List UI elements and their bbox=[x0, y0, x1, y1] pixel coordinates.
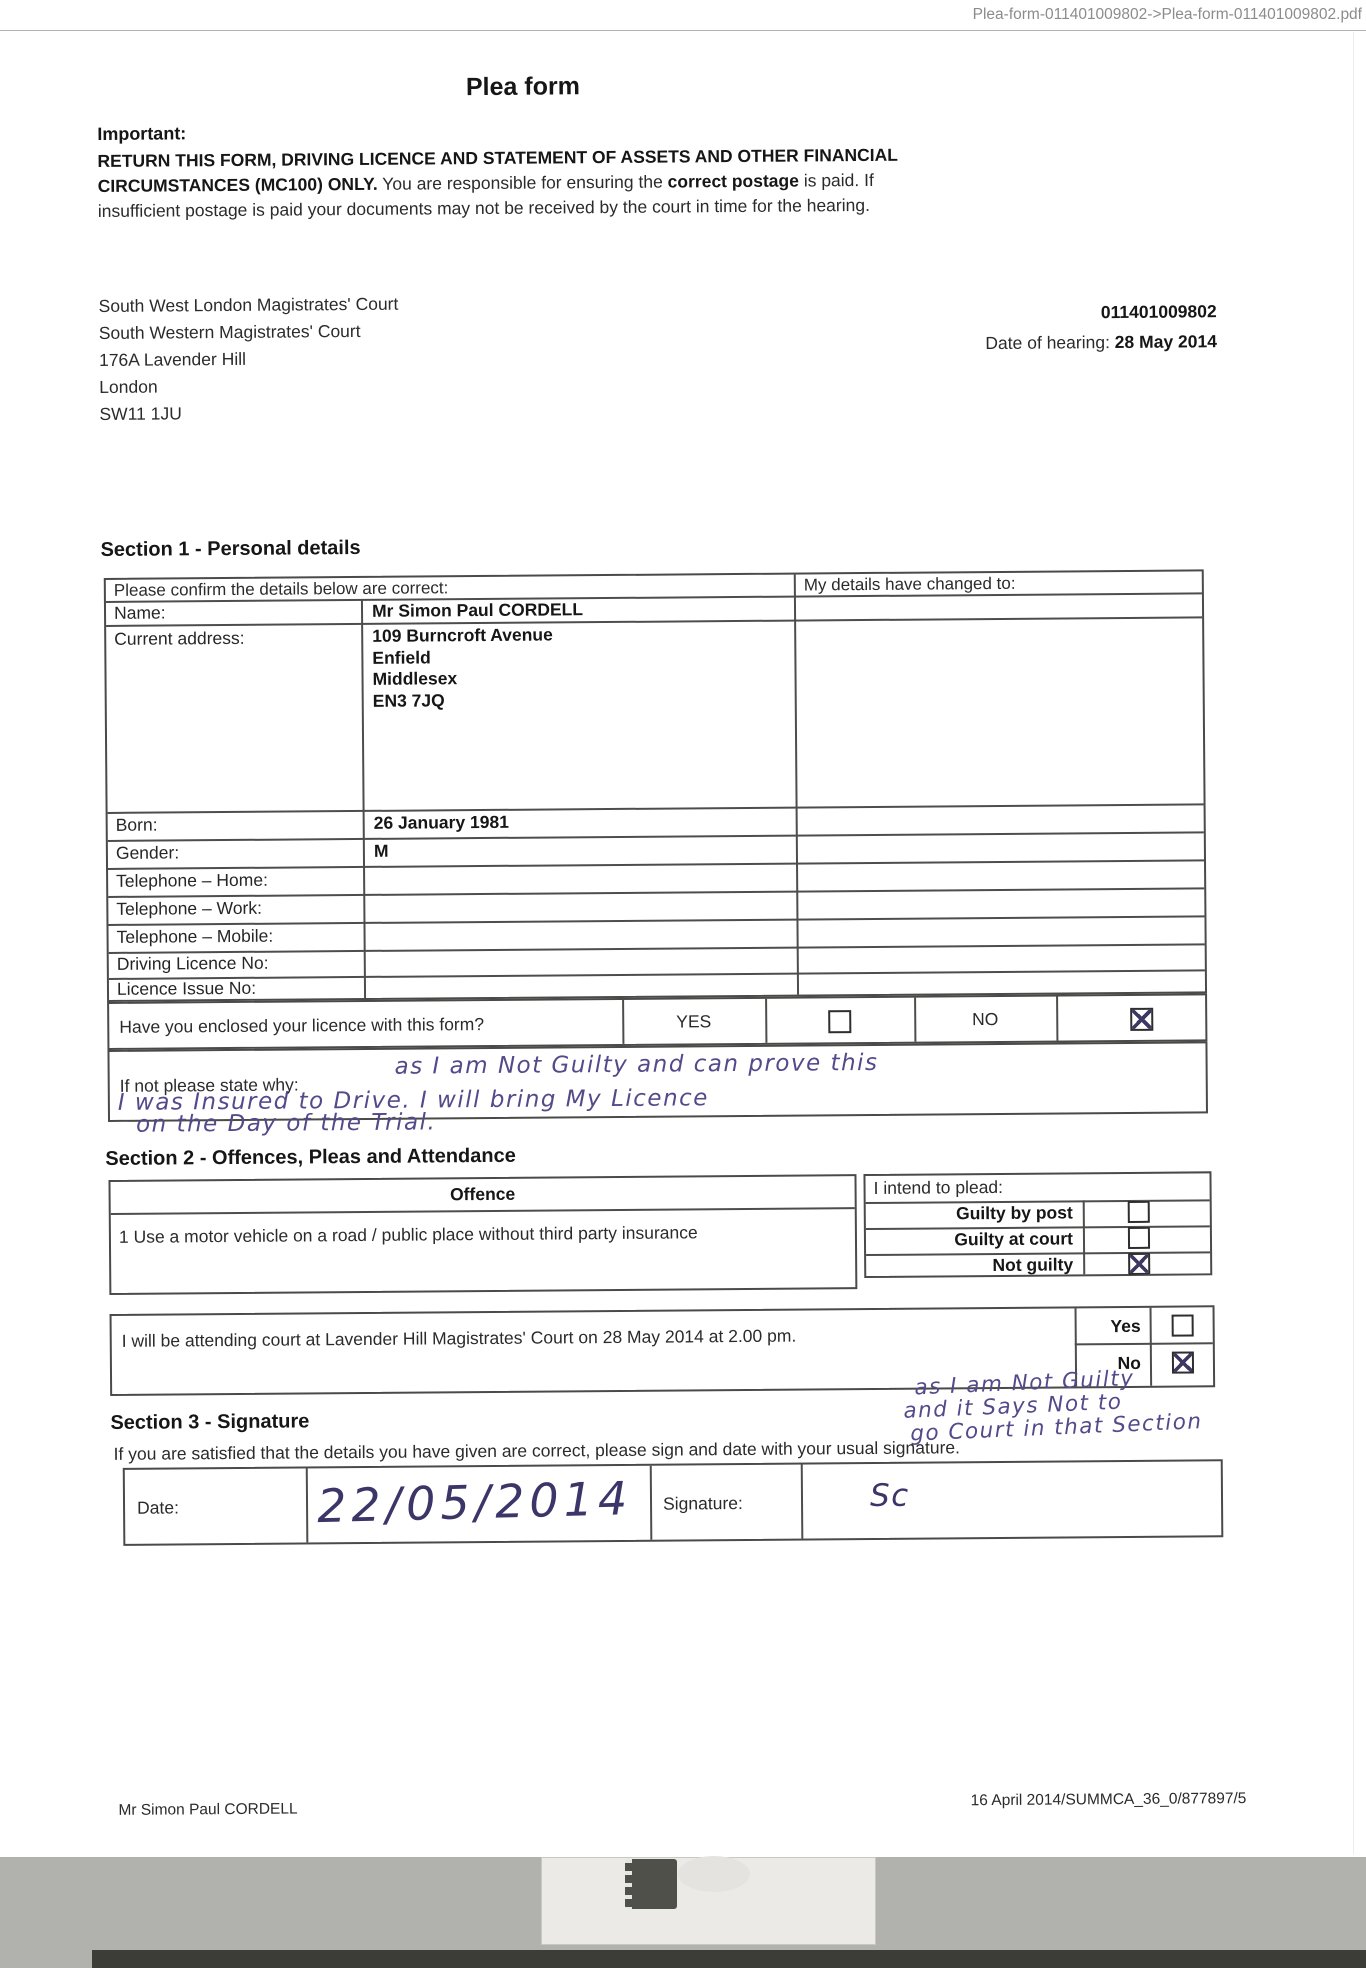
section1-heading: Section 1 - Personal details bbox=[100, 536, 361, 562]
intend-to-plead-table: I intend to plead: Guilty by post Guilty… bbox=[863, 1171, 1213, 1279]
address-line: Middlesex bbox=[372, 668, 458, 689]
licence-yes-label: YES bbox=[676, 1011, 712, 1032]
address-line: Enfield bbox=[372, 646, 431, 668]
table-line bbox=[110, 1207, 855, 1215]
plead-option-label: Guilty by post bbox=[956, 1202, 1073, 1224]
guilty-at-court-checkbox[interactable] bbox=[1127, 1226, 1151, 1249]
table-line bbox=[108, 887, 1205, 898]
table-line bbox=[305, 1468, 308, 1543]
signature-label: Signature: bbox=[662, 1492, 743, 1514]
table-line bbox=[793, 574, 799, 995]
paper-curl-highlight bbox=[678, 1856, 750, 1892]
address-line: EN3 7JQ bbox=[372, 689, 445, 711]
attend-yes-label: Yes bbox=[1110, 1315, 1141, 1337]
gender-label: Gender: bbox=[115, 842, 180, 863]
table-line bbox=[106, 616, 1203, 627]
name-value: Mr Simon Paul CORDELL bbox=[371, 599, 584, 621]
handwritten-attendance-note: as I am Not Guilty and it Says Not to go… bbox=[902, 1364, 1203, 1447]
important-paragraph: RETURN THIS FORM, DRIVING LICENCE AND ST… bbox=[97, 143, 920, 224]
court-address-line: South Western Magistrates' Court bbox=[98, 320, 361, 344]
hearing-date-label: Date of hearing: bbox=[985, 332, 1115, 354]
filmstrip-icon bbox=[625, 1859, 677, 1909]
telephone-work-label: Telephone – Work: bbox=[116, 897, 263, 919]
table-line bbox=[1056, 996, 1059, 1041]
table-line bbox=[107, 803, 1204, 814]
offence-description: 1 Use a motor vehicle on a road / public… bbox=[118, 1222, 698, 1247]
licence-no-checkbox[interactable] bbox=[1130, 1007, 1154, 1031]
scan-right-edge bbox=[1353, 32, 1354, 1854]
table-line bbox=[1082, 1200, 1085, 1275]
section3-heading: Section 3 - Signature bbox=[110, 1410, 310, 1434]
table-line bbox=[108, 915, 1205, 926]
born-value: 26 January 1981 bbox=[373, 811, 510, 833]
attend-yes-checkbox[interactable] bbox=[1171, 1314, 1194, 1337]
form-title: Plea form bbox=[465, 72, 580, 102]
important-postage-bold: correct postage bbox=[667, 170, 799, 192]
signature-table: Date: 22/05/2014 Signature: Sc bbox=[122, 1459, 1224, 1546]
section3-instruction: If you are satisfied that the details yo… bbox=[113, 1437, 961, 1464]
gender-value: M bbox=[373, 840, 389, 861]
table-line bbox=[1074, 1342, 1213, 1345]
pdf-filename: Plea-form-011401009802->Plea-form-011401… bbox=[972, 6, 1362, 23]
licence-yes-checkbox[interactable] bbox=[828, 1010, 852, 1034]
table-line bbox=[108, 969, 1205, 980]
name-label: Name: bbox=[113, 602, 166, 623]
footer-name: Mr Simon Paul CORDELL bbox=[118, 1800, 298, 1819]
court-address-line: 176A Lavender Hill bbox=[98, 348, 247, 371]
guilty-by-post-checkbox[interactable] bbox=[1127, 1200, 1150, 1223]
telephone-mobile-label: Telephone – Mobile: bbox=[116, 925, 274, 947]
table-line bbox=[649, 1465, 652, 1540]
court-address-line: SW11 1JU bbox=[99, 403, 182, 425]
footer-reference: 16 April 2014/SUMMCA_36_0/877897/5 bbox=[970, 1790, 1247, 1810]
header-divider bbox=[0, 30, 1366, 31]
court-address: South West London Magistrates' Court Sou… bbox=[99, 291, 400, 428]
table-line bbox=[360, 598, 366, 998]
table-line bbox=[107, 831, 1204, 842]
important-normal-text: You are responsible for ensuring the bbox=[377, 171, 668, 194]
section1-table: Please confirm the details below are cor… bbox=[103, 569, 1208, 1002]
handwritten-why-line: on the Day of the Trial. bbox=[135, 1109, 437, 1138]
attendance-statement: I will be attending court at Lavender Hi… bbox=[121, 1325, 797, 1351]
current-address-value: 109 Burncroft Avenue Enfield Middlesex E… bbox=[372, 624, 553, 711]
plead-option-label: Guilty at court bbox=[954, 1228, 1074, 1250]
handwritten-why-line: as I am Not Guilty and can prove this bbox=[394, 1049, 879, 1080]
case-number: 011401009802 bbox=[1100, 301, 1217, 323]
licence-no-label: NO bbox=[972, 1008, 999, 1030]
born-label: Born: bbox=[115, 814, 158, 835]
handwritten-signature[interactable]: Sc bbox=[869, 1477, 910, 1514]
licence-issue-no-label: Licence Issue No: bbox=[116, 977, 257, 999]
important-heading: Important: bbox=[97, 123, 187, 145]
licence-enclosed-row: Have you enclosed your licence with this… bbox=[107, 993, 1208, 1050]
licence-enclosed-question: Have you enclosed your licence with this… bbox=[119, 1014, 485, 1037]
hearing-date-line: Date of hearing: 28 May 2014 bbox=[817, 331, 1217, 355]
court-address-line: South West London Magistrates' Court bbox=[98, 293, 399, 317]
date-label: Date: bbox=[136, 1497, 179, 1518]
scanner-dark-strip bbox=[92, 1950, 1366, 1968]
telephone-home-label: Telephone – Home: bbox=[116, 869, 268, 891]
table-line bbox=[800, 1464, 803, 1539]
details-changed-header: My details have changed to: bbox=[803, 573, 1016, 595]
driving-licence-no-label: Driving Licence No: bbox=[116, 952, 269, 974]
hearing-date-value: 28 May 2014 bbox=[1114, 331, 1218, 353]
section2-heading: Section 2 - Offences, Pleas and Attendan… bbox=[105, 1144, 516, 1170]
handwritten-date[interactable]: 22/05/2014 bbox=[316, 1471, 633, 1534]
plead-option-label: Not guilty bbox=[992, 1254, 1074, 1276]
offence-column-header: Offence bbox=[449, 1183, 516, 1205]
current-address-label: Current address: bbox=[114, 627, 245, 649]
not-guilty-checkbox[interactable] bbox=[1128, 1252, 1151, 1275]
court-address-line: London bbox=[99, 376, 158, 398]
table-line bbox=[765, 998, 768, 1043]
address-line: 109 Burncroft Avenue bbox=[372, 624, 553, 646]
table-line bbox=[108, 859, 1205, 870]
intend-to-plead-header: I intend to plead: bbox=[873, 1176, 1004, 1198]
offence-table: Offence 1 Use a motor vehicle on a road … bbox=[108, 1174, 858, 1295]
